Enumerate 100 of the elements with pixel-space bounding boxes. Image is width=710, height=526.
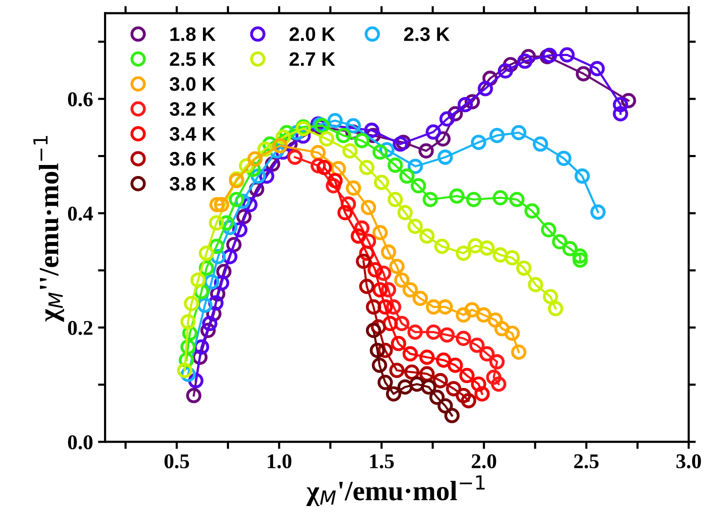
point xyxy=(474,386,490,402)
point xyxy=(422,192,438,208)
point xyxy=(562,241,578,256)
point xyxy=(524,203,540,219)
point xyxy=(402,282,418,298)
point xyxy=(209,196,225,212)
point xyxy=(448,358,463,373)
legend-label: 2.5 K xyxy=(170,52,216,66)
point xyxy=(498,63,514,79)
x-tick-label: 2.0 xyxy=(472,454,496,468)
y-tick-label: 0.6 xyxy=(68,92,93,106)
point xyxy=(410,178,426,194)
point xyxy=(399,168,415,184)
legend-label: 3.4 K xyxy=(170,127,216,141)
x-tick-label: 1.0 xyxy=(268,454,292,468)
point xyxy=(198,246,214,261)
point xyxy=(346,180,362,196)
point xyxy=(372,225,388,240)
y-tick-label: 0.4 xyxy=(68,206,93,221)
point xyxy=(372,282,388,298)
point xyxy=(426,299,442,315)
point xyxy=(504,250,520,266)
point xyxy=(572,252,588,268)
point xyxy=(370,342,386,358)
x-tick-label: 0.5 xyxy=(164,454,190,468)
point xyxy=(319,131,334,147)
point xyxy=(316,160,332,176)
point xyxy=(327,172,343,188)
x-tick-label: 1.5 xyxy=(370,454,394,468)
point xyxy=(509,192,525,208)
point xyxy=(380,244,396,260)
point xyxy=(456,388,472,404)
point xyxy=(504,326,520,341)
point xyxy=(516,260,532,276)
point xyxy=(456,307,472,323)
point xyxy=(407,218,423,234)
point xyxy=(489,354,505,370)
point xyxy=(489,128,505,144)
point xyxy=(228,192,244,208)
point xyxy=(470,376,486,392)
point xyxy=(612,106,628,122)
point xyxy=(494,321,510,336)
point xyxy=(432,373,448,388)
point xyxy=(439,327,455,343)
point xyxy=(394,272,410,288)
point xyxy=(412,290,428,306)
point xyxy=(419,350,435,365)
point xyxy=(372,144,388,160)
point xyxy=(402,346,418,362)
point xyxy=(354,132,370,148)
point xyxy=(488,312,504,328)
point xyxy=(456,330,472,346)
point xyxy=(426,124,441,140)
point xyxy=(397,204,413,220)
point xyxy=(576,66,592,82)
legend-label: 3.2 K xyxy=(170,102,216,116)
point xyxy=(590,204,606,220)
point xyxy=(342,143,358,159)
point xyxy=(360,200,376,216)
point xyxy=(337,204,353,220)
point xyxy=(511,344,526,360)
point xyxy=(590,60,605,76)
point xyxy=(470,134,486,150)
point xyxy=(429,390,445,405)
point xyxy=(466,192,482,208)
point xyxy=(366,322,382,338)
point xyxy=(180,314,196,330)
point xyxy=(287,150,303,165)
point xyxy=(208,215,224,231)
point xyxy=(177,362,192,378)
point xyxy=(214,196,230,212)
point xyxy=(186,388,202,404)
point xyxy=(190,272,206,288)
legend-label: 1.8 K xyxy=(170,27,216,42)
point xyxy=(346,118,361,134)
legend-label: 3.8 K xyxy=(170,176,216,191)
point xyxy=(439,111,455,127)
point xyxy=(458,96,473,112)
point xyxy=(389,362,405,378)
legend-label: 3.6 K xyxy=(170,152,216,166)
point xyxy=(438,150,453,165)
point xyxy=(418,143,434,159)
y-tick-label: 0.2 xyxy=(68,320,92,336)
point xyxy=(478,80,493,96)
point xyxy=(389,258,405,274)
point xyxy=(359,278,374,294)
x-tick-label: 3.0 xyxy=(676,454,701,468)
point xyxy=(572,248,588,264)
point xyxy=(368,262,383,278)
point xyxy=(479,240,495,256)
point xyxy=(444,408,460,424)
point xyxy=(374,174,390,190)
point xyxy=(372,358,388,373)
point xyxy=(407,324,423,340)
point xyxy=(460,393,476,408)
point xyxy=(359,160,374,176)
point xyxy=(479,346,495,362)
point xyxy=(378,374,393,390)
legend-label: 2.7 K xyxy=(290,52,336,66)
point xyxy=(532,136,548,152)
